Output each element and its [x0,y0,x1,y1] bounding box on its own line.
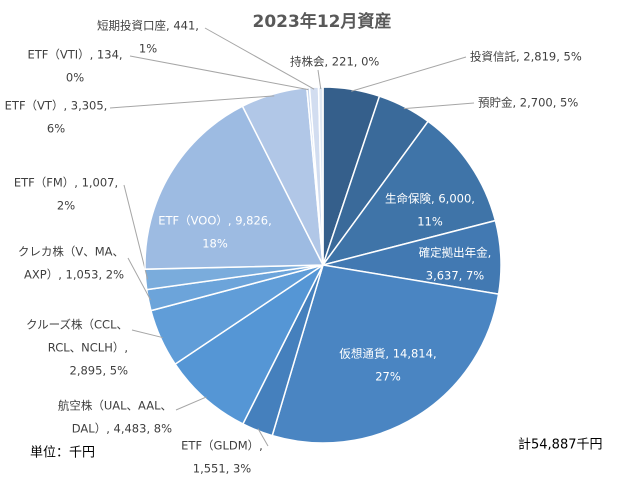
unit-note: 単位：千円 [30,445,95,461]
data-label: 航空株（UAL、AAL、 [58,399,172,413]
data-label: DAL）, 4,483, 8% [72,422,172,436]
leader-line [123,184,149,280]
data-label: 生命保険, 6,000, [385,192,475,206]
data-label: ETF（VTI）, 134, [27,48,122,62]
leader-line [257,428,269,447]
pie-slice [271,264,500,444]
data-label: 27% [375,370,401,384]
data-label: ETF（VOO）, 9,826, [158,214,272,228]
leader-line [127,257,151,301]
data-label: クルーズ株（CCL、 [26,318,128,332]
data-label: 2,895, 5% [70,364,129,378]
leader-line [129,55,309,91]
total-note: 計54,887千円 [518,437,603,453]
data-label: RCL、NCLH）, [48,341,128,355]
data-label: ETF（FM）, 1,007, [14,176,118,190]
leader-line [109,95,275,109]
data-label: 6% [47,122,65,136]
leader-line [204,27,315,90]
data-label: 1,551, 3% [193,462,252,476]
pie-slice [321,120,497,267]
leader-line [131,329,163,339]
data-label: 0% [66,71,84,85]
leader-line [351,56,467,92]
leader-line [317,69,322,90]
data-label: 預貯金, 2,700, 5% [478,96,578,110]
data-label: ETF（VT）, 3,305, [5,99,108,113]
leader-line [403,102,475,110]
data-label: 投資信託, 2,819, 5% [470,50,582,64]
pie-slice [144,105,325,270]
pie-slice [174,262,325,425]
chart-title: 2023年12月資産 [253,11,392,32]
data-label: クレカ株（V、MA、 [18,245,124,259]
data-label: 仮想通貨, 14,814, [339,347,436,361]
data-label: 確定拠出年金, [419,246,492,260]
data-label: 18% [202,237,228,251]
data-label: 3,637, 7% [426,269,485,283]
data-label: ETF（GLDM）, [181,439,263,453]
data-label: 2% [57,199,75,213]
data-label: 短期投資口座, 441, [97,19,199,33]
data-label: 持株会, 221, 0% [290,55,379,69]
data-label: 11% [417,215,443,229]
data-label: AXP）, 1,053, 2% [24,268,124,282]
data-label: 1% [139,42,157,56]
leader-line [175,396,207,411]
